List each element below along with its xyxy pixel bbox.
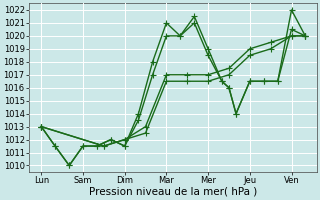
X-axis label: Pression niveau de la mer( hPa ): Pression niveau de la mer( hPa ) [89,187,257,197]
